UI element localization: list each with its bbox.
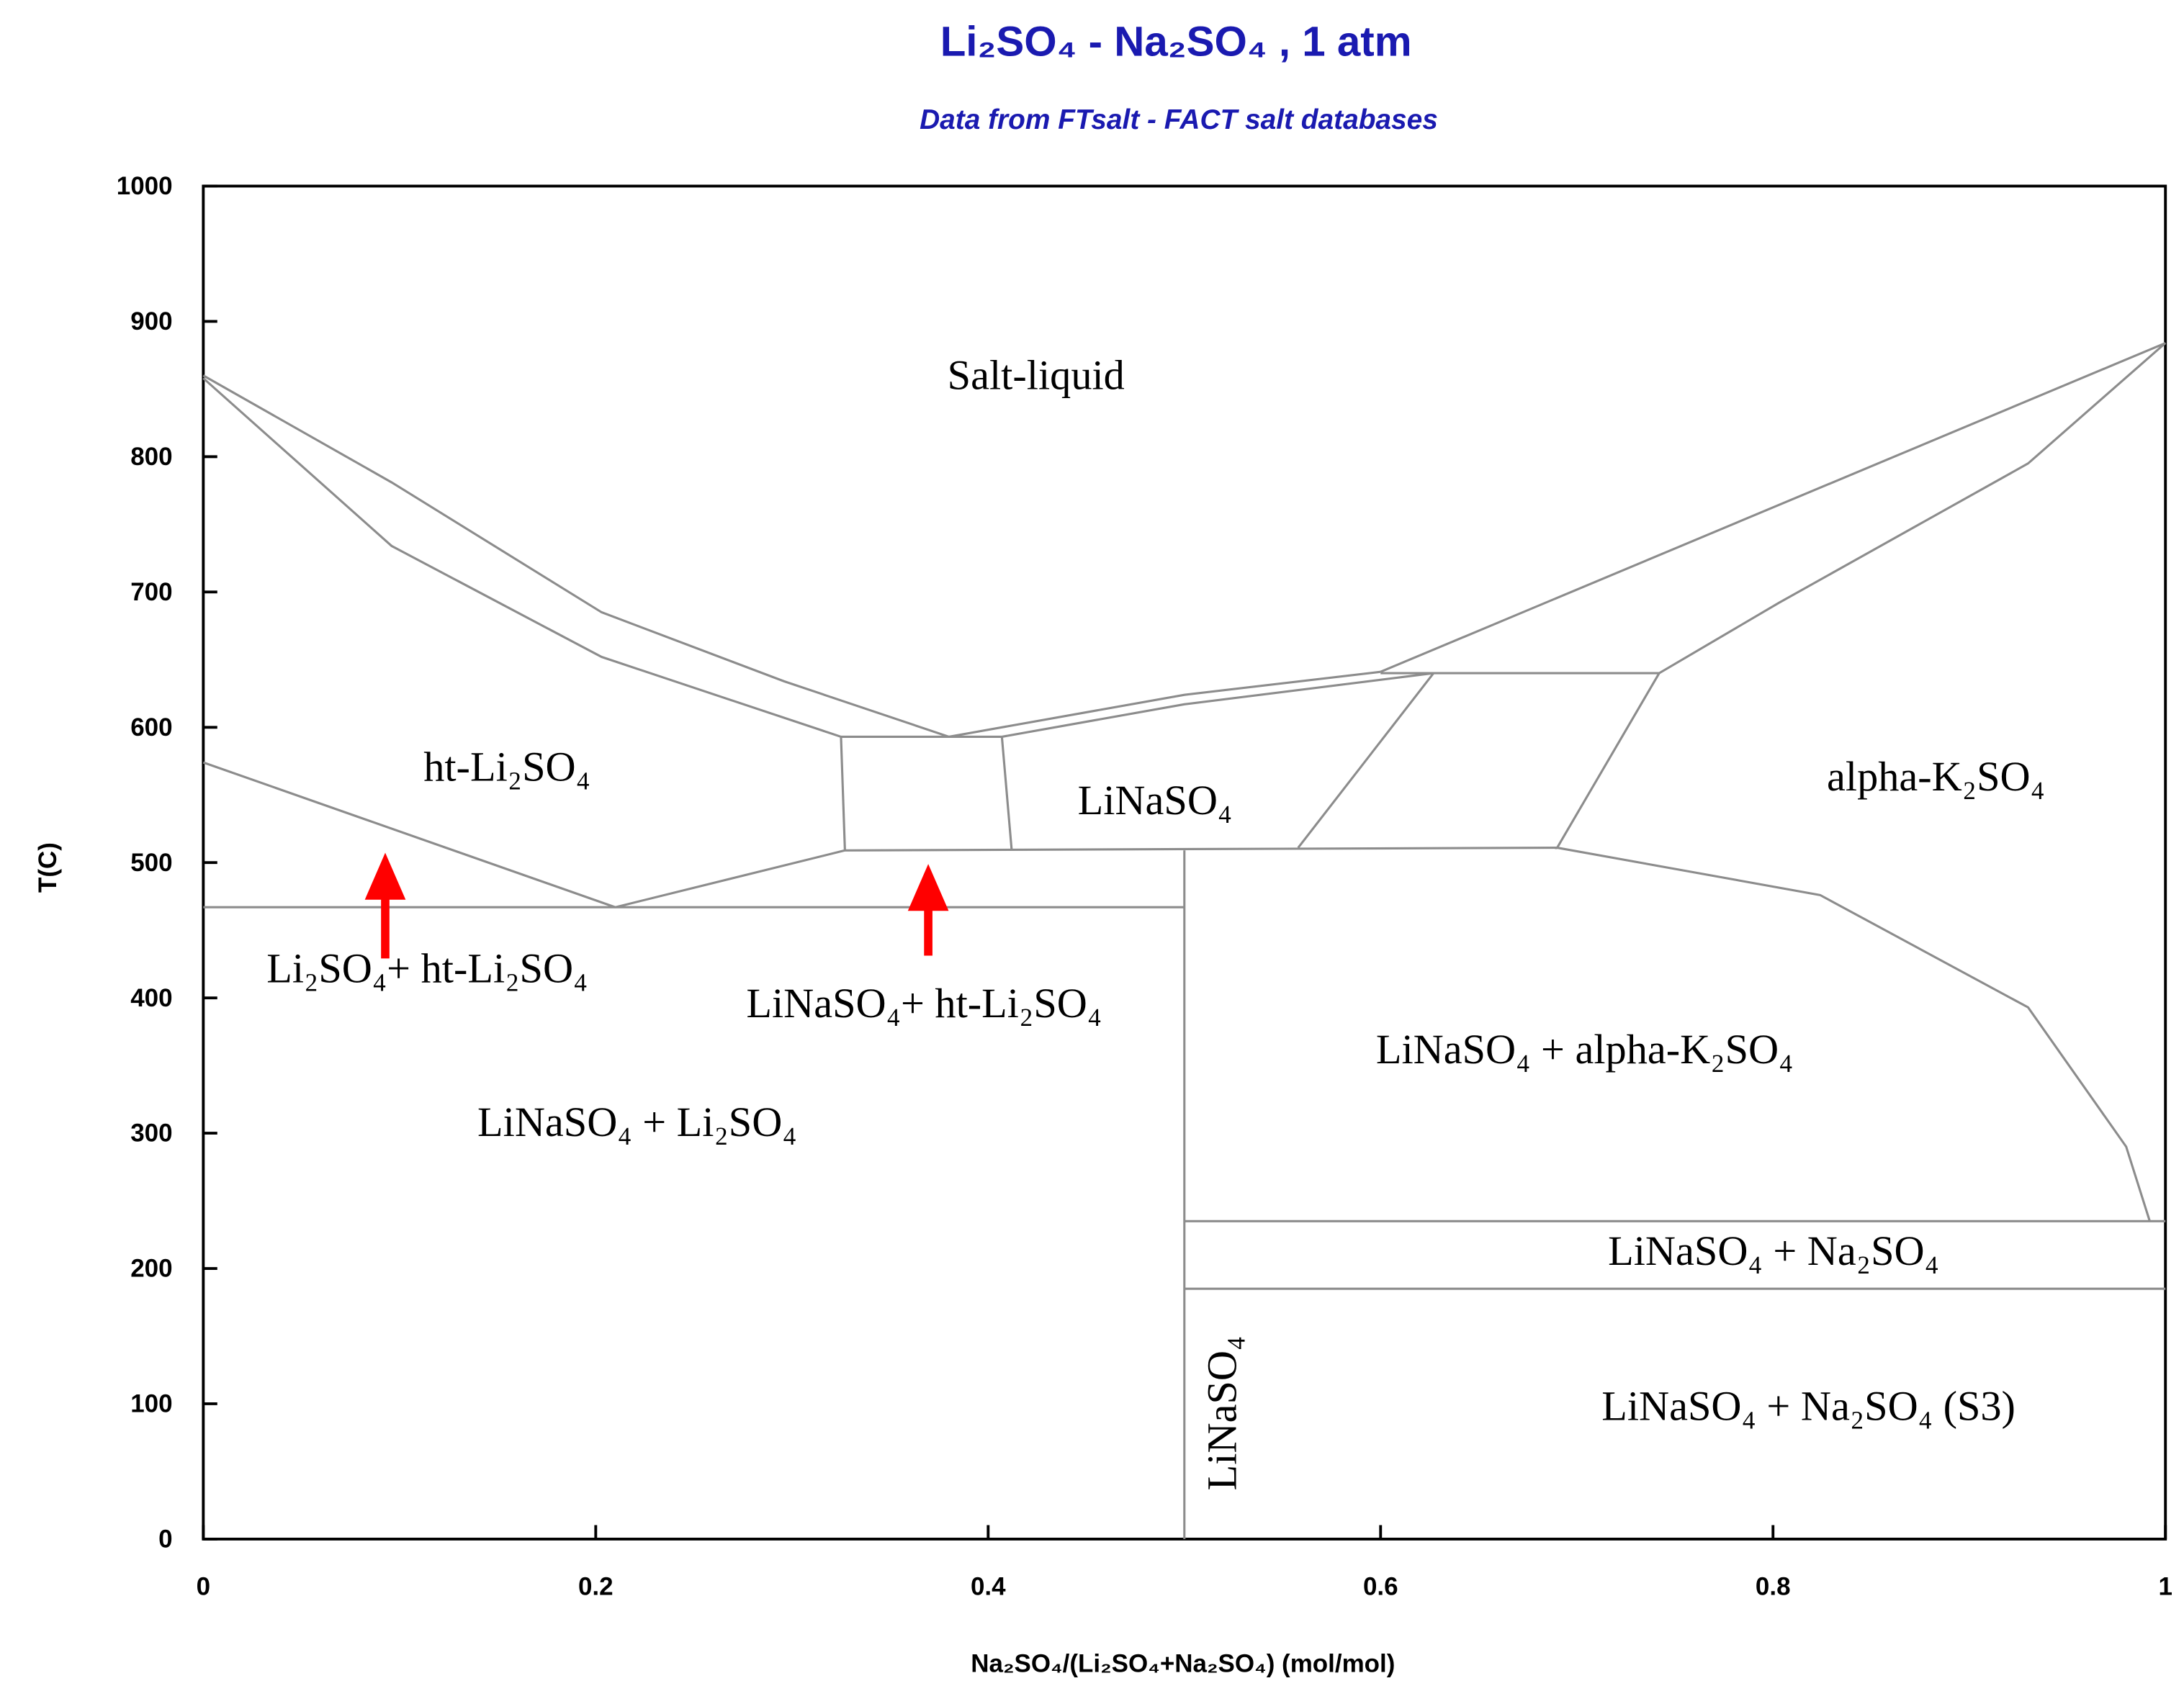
region-label: Li₂SO₄+ ht-Li₂SO₄ — [266, 945, 588, 991]
region-label: LiNaSO₄ + alpha-K₂SO₄ — [1376, 1026, 1794, 1073]
y-tick-label: 1000 — [117, 172, 173, 200]
region-label: LiNaSO₄ + Na₂SO₄ (S3) — [1601, 1383, 2016, 1430]
x-tick-label: 0.4 — [971, 1573, 1006, 1601]
x-axis-label: Na₂SO₄/(Li₂SO₄+Na₂SO₄) (mol/mol) — [971, 1650, 1395, 1678]
phase-boundary — [845, 846, 1558, 852]
phase-boundary — [1658, 342, 2167, 675]
phase-boundary — [615, 849, 845, 909]
y-tick-label: 600 — [130, 713, 172, 741]
region-label: LiNaSO₄ — [1078, 777, 1233, 824]
phase-boundary — [1556, 672, 1661, 849]
region-label: alpha-K₂SO₄ — [1827, 753, 2045, 800]
phase-boundary — [202, 377, 842, 738]
phase-boundary — [948, 670, 1381, 738]
y-tick-label: 400 — [130, 984, 172, 1012]
x-tick-label: 0 — [197, 1573, 210, 1601]
boundaries — [202, 342, 2167, 1539]
x-tick-label: 0.6 — [1363, 1573, 1398, 1601]
region-label: LiNaSO₄ + Li₂SO₄ — [477, 1099, 797, 1145]
phase-boundary — [202, 761, 616, 909]
y-tick-label: 300 — [130, 1119, 172, 1148]
region-label: LiNaSO₄+ ht-Li₂SO₄ — [746, 980, 1102, 1027]
phase-boundary — [840, 736, 846, 851]
y-tick-label: 900 — [130, 307, 172, 335]
arrow — [907, 864, 949, 956]
phase-boundary — [1297, 672, 1435, 849]
y-tick-label: 500 — [130, 849, 172, 877]
y-axis-label: T(C) — [34, 842, 62, 893]
phase-boundary — [1380, 342, 2166, 673]
phase-boundary — [202, 374, 950, 738]
y-tick-label: 700 — [130, 578, 172, 606]
x-tick-label: 1 — [2158, 1573, 2172, 1601]
y-tick-label: 200 — [130, 1255, 172, 1283]
x-tick-label: 0.2 — [578, 1573, 614, 1601]
region-label: LiNaSO₄ — [1199, 1336, 1246, 1491]
phase-boundary — [1000, 736, 1013, 851]
chart-title: Li₂SO₄ - Na₂SO₄ , 1 atm — [940, 19, 1412, 66]
y-tick-label: 0 — [158, 1525, 172, 1554]
region-label: ht-Li₂SO₄ — [423, 744, 590, 790]
x-tick-label: 0.8 — [1756, 1573, 1791, 1601]
phase-boundary — [1557, 847, 2151, 1222]
phase-boundary — [1002, 672, 1434, 738]
arrow — [364, 852, 406, 959]
y-tick-label: 100 — [130, 1390, 172, 1418]
chart-subtitle: Data from FTsalt - FACT salt databases — [920, 104, 1438, 135]
region-label: LiNaSO₄ + Na₂SO₄ — [1608, 1227, 1939, 1274]
y-tick-label: 800 — [130, 443, 172, 471]
region-label: Salt-liquid — [948, 351, 1125, 398]
